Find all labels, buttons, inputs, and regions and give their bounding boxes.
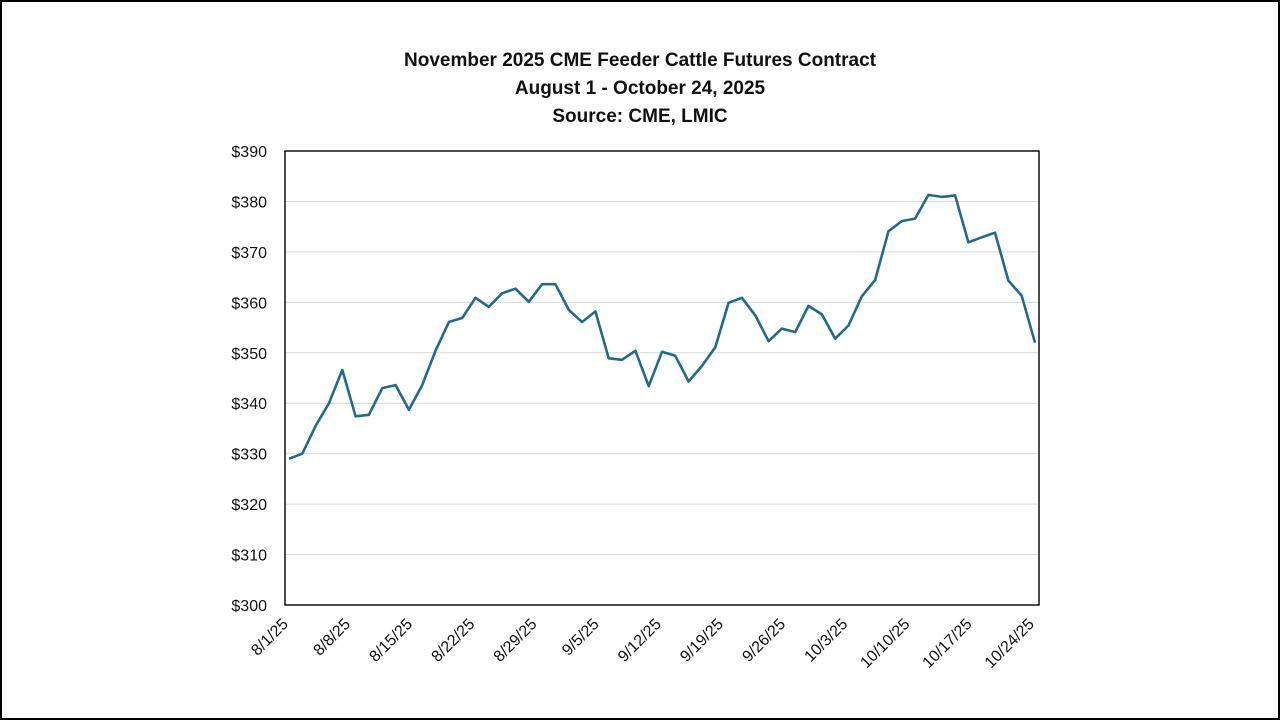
series-group [288, 193, 1037, 460]
x-tick-label: 8/22/25 [429, 616, 479, 666]
x-tick-label: 10/17/25 [920, 616, 976, 672]
x-tick-label: 9/5/25 [559, 616, 603, 660]
y-tick-label: $320 [231, 497, 267, 514]
x-tick-label: 9/12/25 [615, 616, 665, 666]
y-tick-label: $350 [231, 346, 267, 363]
chart-title: November 2025 CME Feeder Cattle Futures … [404, 50, 877, 127]
y-tick-label: $340 [231, 396, 267, 413]
x-tick-label: 8/1/25 [248, 616, 292, 660]
x-tick-label: 8/15/25 [366, 616, 416, 666]
y-tick-label: $390 [231, 144, 267, 161]
x-tick-label: 9/26/25 [739, 616, 789, 666]
x-tick-label: 8/29/25 [491, 616, 541, 666]
y-tick-label: $360 [231, 295, 267, 312]
x-tick-label: 8/8/25 [311, 616, 355, 660]
chart-title-line-3: Source: CME, LMIC [552, 106, 728, 127]
gridlines [285, 200, 1039, 556]
x-tick-label: 9/19/25 [677, 616, 727, 666]
plot-area-border [284, 150, 1040, 606]
y-tick-label: $330 [231, 447, 267, 464]
y-tick-label: $370 [231, 245, 267, 262]
x-axis-ticks: 8/1/25 8/8/25 8/15/25 8/22/25 8/29/25 9/5/25 9… [248, 616, 1038, 672]
y-tick-label: $380 [231, 194, 267, 211]
y-tick-label: $300 [231, 598, 267, 615]
x-tick-label: 10/3/25 [802, 616, 852, 666]
y-tick-label: $310 [231, 548, 267, 565]
chart-title-line-2: August 1 - October 24, 2025 [515, 78, 766, 99]
y-axis-ticks: $300 $310 $320 $330 $340 $350 $360 $370 $380 $390 [231, 144, 267, 615]
chart-title-line-1: November 2025 CME Feeder Cattle Futures … [404, 50, 877, 71]
x-tick-label: 10/10/25 [857, 616, 913, 672]
x-tick-label: 10/24/25 [982, 616, 1038, 672]
series-line [288, 193, 1037, 460]
